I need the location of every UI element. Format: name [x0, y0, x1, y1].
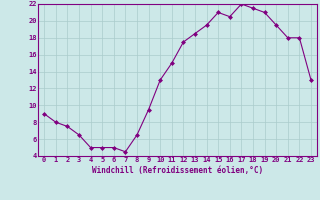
X-axis label: Windchill (Refroidissement éolien,°C): Windchill (Refroidissement éolien,°C)	[92, 166, 263, 175]
